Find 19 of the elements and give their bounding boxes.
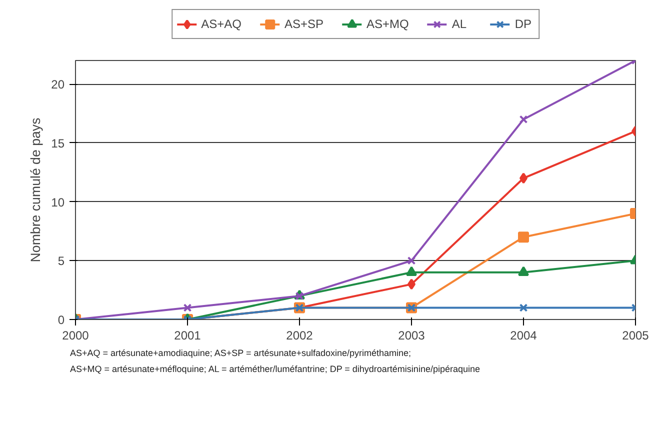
y-tick-label: 15 <box>51 136 65 150</box>
legend-label: DP <box>514 17 533 31</box>
x-tick-label: 2005 <box>622 328 650 342</box>
y-tick-label: 10 <box>51 195 65 210</box>
text: AS+MQ = artésunate+méfloquine; AL = artéméther/luméfantrine; DP = dihydroartémisinine/pipéraquine <box>70 363 480 376</box>
x-tick-label: 2002 <box>286 328 314 342</box>
x-tick-label: 2003 <box>398 328 426 342</box>
x-tick-label: 2004 <box>510 328 538 342</box>
legend-label: AS+AQ <box>201 17 242 31</box>
x-tick-label: 2001 <box>174 328 202 342</box>
x-tick-label: 2000 <box>62 328 90 342</box>
y-tick-label: 20 <box>51 78 65 92</box>
y-tick-label: 5 <box>58 254 65 268</box>
y-tick-label: 0 <box>58 313 65 327</box>
legend-label: AS+MQ <box>366 17 409 31</box>
legend-label: AL <box>452 17 468 31</box>
y-axis-title: Nombre cumulé de pays <box>28 117 44 262</box>
text: AS+AQ = artésunate+amodiaquine; AS+SP = artésunate+sulfadoxine/pyriméthamine; <box>70 347 412 360</box>
legend-label: AS+SP <box>284 17 324 31</box>
